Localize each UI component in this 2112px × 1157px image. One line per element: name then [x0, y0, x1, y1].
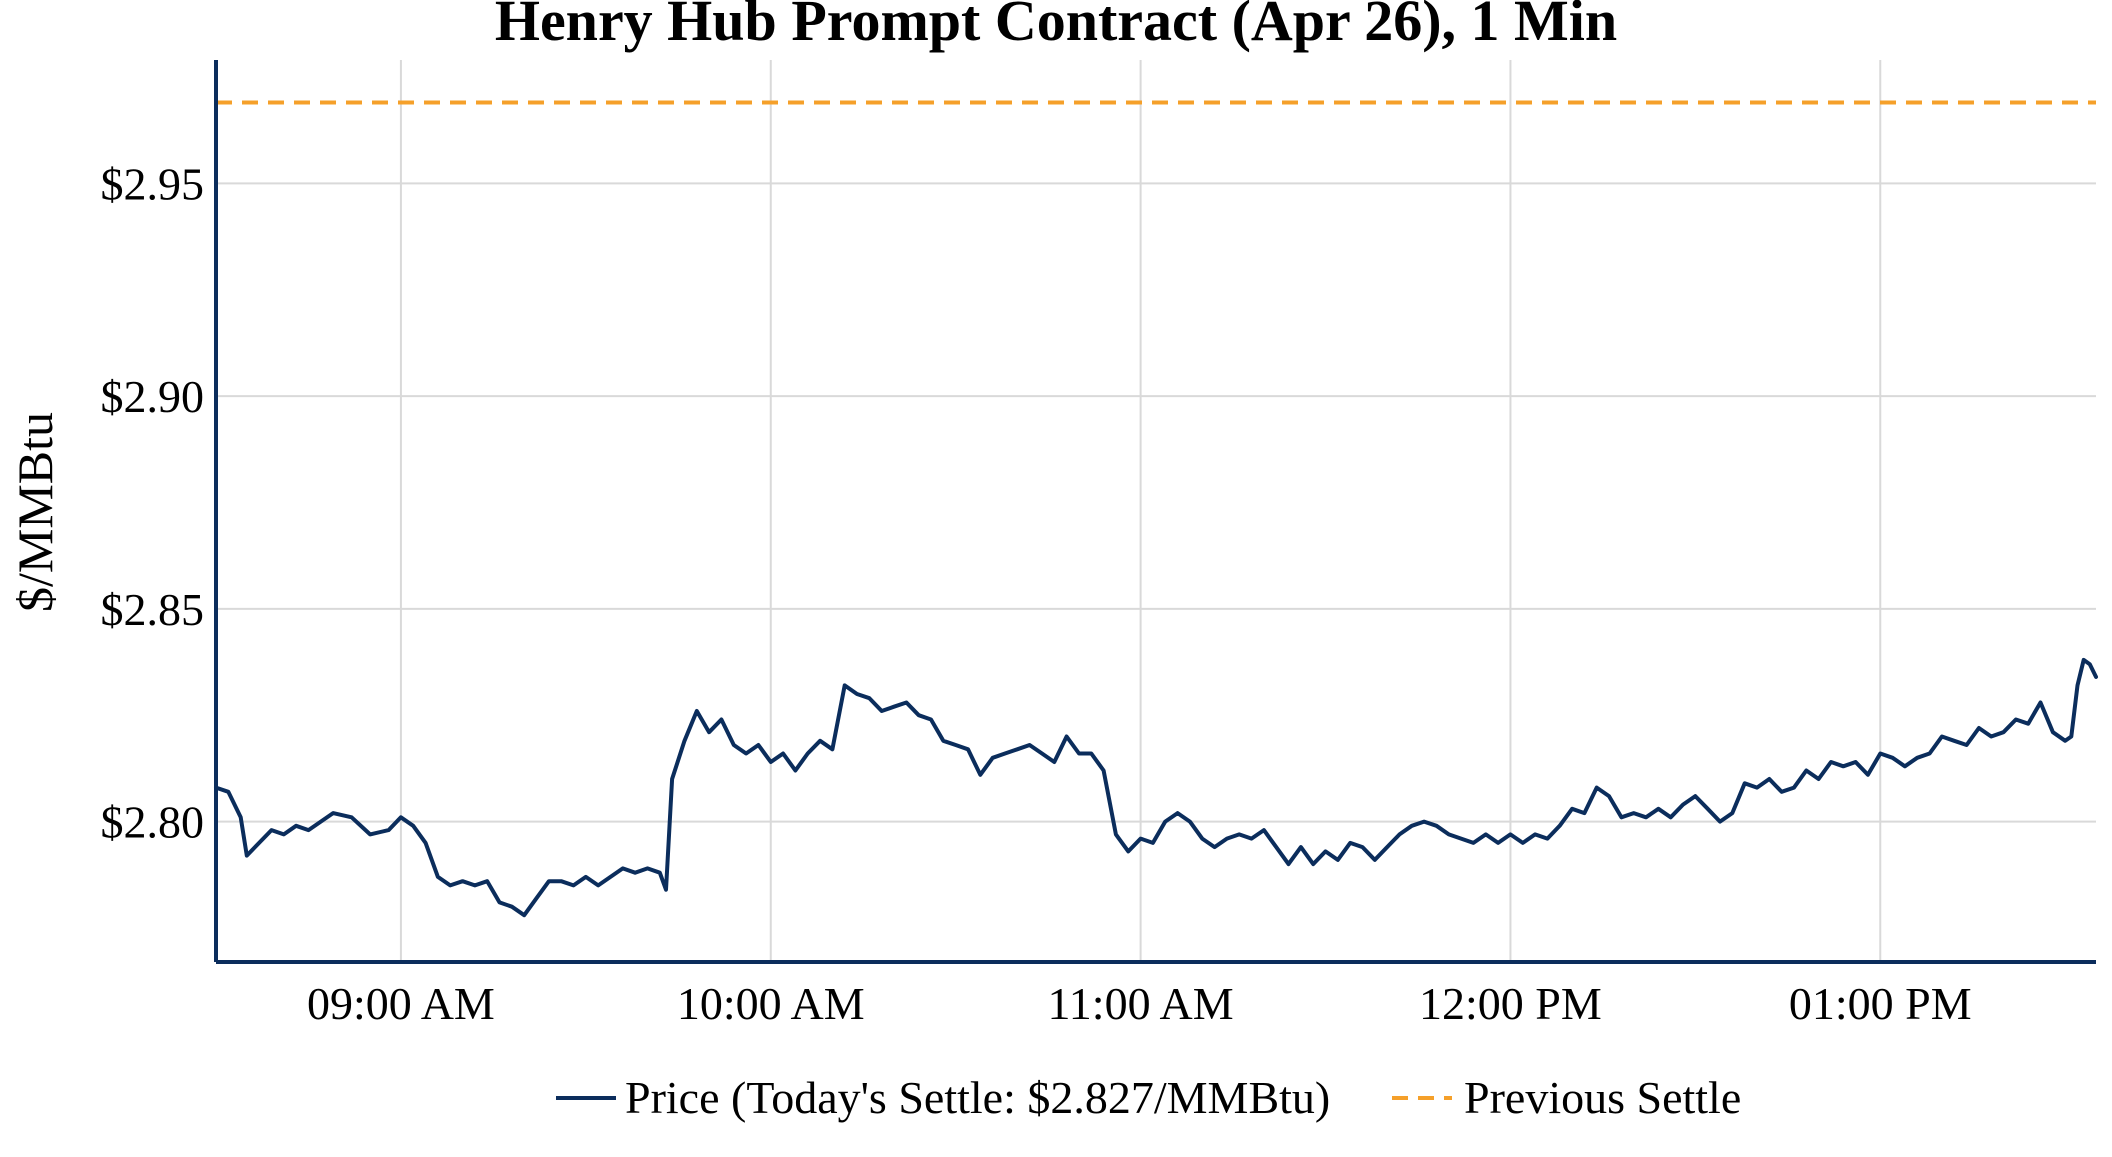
x-tick-label: 09:00 AM: [307, 978, 495, 1029]
y-axis-title: $/MMBtu: [7, 412, 63, 612]
x-tick-label: 10:00 AM: [677, 978, 865, 1029]
axes: [214, 60, 2096, 964]
series-layer: [214, 657, 2098, 918]
legend: Price (Today's Settle: $2.827/MMBtu) Pre…: [556, 1072, 1741, 1123]
legend-previous-settle-label: Previous Settle: [1464, 1072, 1741, 1123]
x-tick-labels: 09:00 AM 10:00 AM 11:00 AM 12:00 PM 01:00 PM: [307, 978, 1972, 1029]
x-tick-label: 01:00 PM: [1789, 978, 1972, 1029]
y-tick-label: $2.90: [101, 371, 205, 422]
y-tick-label: $2.80: [101, 797, 205, 848]
gridlines: [216, 60, 2096, 962]
x-tick-label: 11:00 AM: [1048, 978, 1234, 1029]
y-tick-labels: $2.80 $2.85 $2.90 $2.95: [101, 158, 205, 847]
price-series-line: [214, 657, 2098, 918]
legend-price-label: Price (Today's Settle: $2.827/MMBtu): [625, 1072, 1330, 1123]
x-tick-label: 12:00 PM: [1419, 978, 1602, 1029]
y-tick-label: $2.85: [101, 584, 205, 635]
chart-title: Henry Hub Prompt Contract (Apr 26), 1 Mi…: [495, 0, 1617, 53]
y-tick-label: $2.95: [101, 158, 205, 209]
